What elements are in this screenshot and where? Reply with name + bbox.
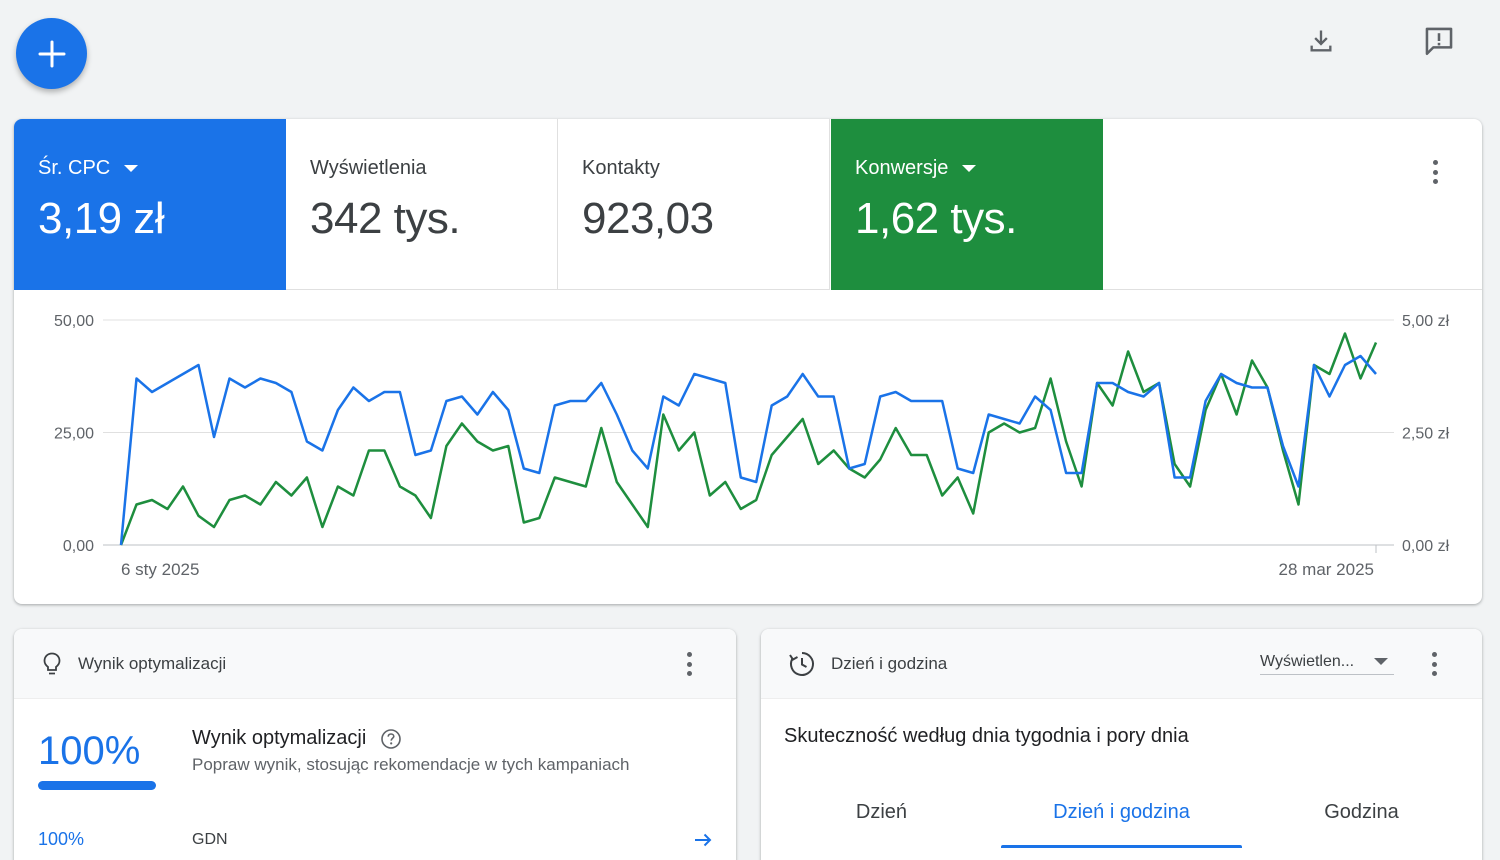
campaign-score: 100%: [38, 829, 85, 849]
y-tick-label-left: 0,00: [63, 538, 94, 555]
metric-label: Konwersje: [855, 157, 1079, 180]
help-icon[interactable]: [380, 728, 402, 750]
x-tick-label: 28 mar 2025: [1279, 560, 1374, 579]
card-title: Dzień i godzina: [831, 653, 948, 673]
tab-day[interactable]: Dzień: [855, 801, 908, 823]
metric-select[interactable]: Wyświetlen...: [1260, 649, 1394, 675]
arrow-right-icon[interactable]: [692, 829, 714, 851]
metric-value: 923,03: [582, 194, 714, 243]
schedule-icon: [789, 651, 814, 676]
download-button[interactable]: [1302, 22, 1340, 60]
optimization-score: 100%: [38, 729, 141, 773]
y-tick-label-left: 25,00: [54, 426, 94, 443]
y-tick-label-right: 2,50 zł: [1402, 426, 1450, 443]
performance-card: Śr. CPC 3,19 zł Wyświetlenia 342 tys. Ko…: [14, 119, 1482, 604]
day-time-tabs: Dzień Dzień i godzina Godzina: [761, 789, 1482, 849]
optimization-score-bar: [38, 781, 156, 790]
chart-menu-button[interactable]: [1423, 157, 1447, 187]
metric-tile-impressions[interactable]: Wyświetlenia 342 tys.: [286, 119, 558, 290]
dropdown-caret-icon: [1374, 658, 1388, 665]
metric-value: 342 tys.: [310, 194, 461, 243]
add-button[interactable]: [16, 18, 87, 89]
day-time-title: Skuteczność według dnia tygodnia i pory …: [784, 725, 1189, 747]
campaign-name: GDN: [192, 831, 228, 848]
tab-day-and-hour[interactable]: Dzień i godzina: [1001, 789, 1242, 849]
performance-chart: 50,00 5,00 zł 25,00 2,50 zł 0,00 0,00 zł 6 sty…: [54, 313, 1450, 579]
download-icon: [1310, 30, 1332, 52]
optimization-subtitle: Popraw wynik, stosując rekomendacje w ty…: [192, 755, 630, 774]
y-tick-label-left: 50,00: [54, 313, 94, 330]
day-time-menu-button[interactable]: [1422, 649, 1446, 679]
metric-tile-contacts[interactable]: Kontakty 923,03: [558, 119, 830, 290]
plus-icon: [38, 40, 65, 67]
series-line-cpc: [119, 354, 1377, 546]
card-header: Wynik optymalizacji: [14, 629, 736, 699]
metric-select-value: Wyświetlen...: [1260, 652, 1355, 670]
x-tick-label: 6 sty 2025: [121, 560, 199, 579]
dropdown-caret-icon: [962, 165, 977, 172]
optimization-card: Wynik optymalizacji 100% Wynik optymaliz…: [14, 629, 736, 860]
metric-value: 3,19 zł: [38, 194, 165, 243]
metric-label: Wyświetlenia: [310, 157, 427, 179]
feedback-button[interactable]: [1420, 22, 1458, 60]
series-line-conversions: [119, 332, 1378, 546]
card-title: Wynik optymalizacji: [78, 653, 227, 673]
lightbulb-icon: [43, 652, 61, 674]
y-tick-label-right: 0,00 zł: [1402, 538, 1450, 555]
metric-value: 1,62 tys.: [855, 194, 1017, 243]
tiles-divider: [1103, 289, 1482, 290]
optimization-title: Wynik optymalizacji: [192, 727, 402, 750]
metric-label: Śr. CPC: [38, 157, 262, 180]
tab-hour[interactable]: Godzina: [1324, 801, 1399, 823]
card-header: Dzień i godzina Wyświetlen...: [761, 629, 1482, 699]
metric-label: Kontakty: [582, 157, 660, 179]
day-time-card: Dzień i godzina Wyświetlen... Skutecznoś…: [761, 629, 1482, 860]
metric-tile-cpc[interactable]: Śr. CPC 3,19 zł: [14, 119, 286, 290]
y-tick-label-right: 5,00 zł: [1402, 313, 1450, 330]
dropdown-caret-icon: [124, 165, 139, 172]
metric-tile-conversions[interactable]: Konwersje 1,62 tys.: [831, 119, 1103, 290]
optimization-menu-button[interactable]: [677, 649, 701, 679]
feedback-icon: [1425, 27, 1453, 56]
